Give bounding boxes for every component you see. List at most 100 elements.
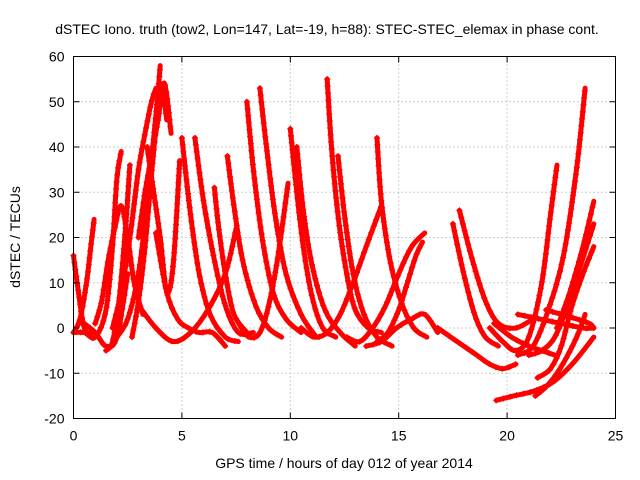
plus-marker — [468, 302, 475, 309]
plus-marker — [253, 304, 260, 310]
plus-marker — [416, 330, 423, 337]
plus-marker — [139, 265, 146, 271]
plus-marker — [178, 134, 185, 141]
plus-marker — [334, 326, 341, 333]
plus-marker — [528, 314, 535, 321]
plus-marker — [326, 118, 333, 124]
plus-marker — [374, 317, 381, 324]
plus-marker — [131, 320, 138, 327]
plus-marker — [215, 219, 222, 226]
plus-marker — [361, 311, 368, 318]
plus-marker — [168, 277, 175, 284]
plus-marker — [232, 215, 239, 222]
plus-marker — [200, 314, 207, 321]
plus-marker — [129, 214, 136, 221]
plus-marker — [90, 220, 97, 227]
plus-marker — [175, 338, 182, 344]
plus-marker — [141, 251, 148, 257]
plus-marker — [542, 317, 549, 324]
plus-marker — [576, 324, 583, 331]
plus-marker — [263, 140, 270, 147]
plus-marker — [207, 238, 214, 245]
plus-marker — [378, 311, 384, 318]
plus-marker — [549, 318, 556, 325]
plus-marker — [89, 227, 96, 233]
plus-marker — [327, 326, 334, 333]
plus-marker — [247, 133, 254, 140]
plus-marker — [325, 90, 331, 97]
plus-marker — [80, 296, 87, 303]
plus-marker — [303, 264, 310, 271]
plus-marker — [145, 111, 152, 118]
plus-marker — [203, 218, 210, 224]
plus-marker — [578, 275, 585, 282]
plus-marker — [532, 392, 539, 399]
plus-marker — [354, 311, 361, 318]
plus-marker — [451, 337, 458, 343]
plus-marker — [465, 241, 472, 248]
plus-marker — [584, 224, 591, 231]
plus-marker — [512, 361, 519, 368]
plus-marker — [579, 245, 586, 252]
plus-marker — [403, 284, 409, 291]
plus-marker — [143, 125, 150, 131]
plus-marker — [259, 237, 266, 244]
plus-marker — [345, 243, 352, 250]
plus-marker — [549, 295, 556, 301]
plus-marker — [168, 338, 175, 345]
plus-marker — [226, 167, 233, 173]
plus-marker — [506, 344, 513, 351]
plus-marker — [138, 271, 145, 278]
plus-marker — [120, 277, 127, 284]
plus-marker — [142, 244, 148, 251]
plus-marker — [208, 314, 215, 320]
plus-marker — [341, 208, 348, 215]
plus-marker — [506, 325, 513, 332]
plus-marker — [589, 335, 596, 342]
plus-marker — [335, 215, 342, 222]
plus-marker — [164, 291, 171, 298]
plus-marker — [358, 256, 365, 263]
plus-marker — [374, 141, 381, 148]
plus-marker — [354, 269, 360, 276]
plus-marker — [549, 308, 556, 315]
plus-marker — [537, 328, 544, 334]
plus-marker — [552, 174, 559, 181]
plus-marker — [73, 273, 80, 280]
plus-marker — [289, 146, 296, 153]
plus-marker — [185, 197, 192, 204]
y-tick-label: 60 — [49, 49, 65, 65]
plus-marker — [370, 323, 377, 330]
plus-marker — [530, 319, 537, 326]
plus-marker — [566, 349, 573, 356]
plus-marker — [527, 389, 534, 396]
plus-marker — [249, 154, 256, 161]
plus-marker — [328, 139, 335, 145]
x-tick-labels: 0 5 10 15 20 25 — [70, 428, 624, 444]
plus-marker — [536, 292, 543, 299]
plus-marker — [528, 326, 535, 333]
plus-marker — [151, 137, 158, 144]
plus-marker — [103, 265, 110, 272]
plus-marker — [349, 298, 356, 305]
plus-marker — [89, 335, 96, 342]
plus-marker — [575, 330, 582, 337]
plus-marker — [173, 221, 180, 228]
plus-marker — [116, 158, 123, 164]
plus-marker — [141, 131, 148, 138]
plus-marker — [572, 178, 578, 185]
plus-marker — [84, 275, 91, 282]
plus-marker — [382, 232, 389, 239]
plus-marker — [513, 392, 520, 399]
plus-marker — [263, 147, 270, 154]
plus-marker — [380, 218, 387, 225]
plus-marker — [219, 331, 226, 338]
plus-marker — [145, 150, 152, 157]
series-arc-12 — [153, 230, 228, 349]
plus-marker — [148, 97, 155, 104]
plus-marker — [563, 298, 570, 305]
plus-marker — [333, 194, 340, 201]
plus-marker — [572, 171, 579, 178]
plus-marker — [268, 327, 275, 334]
